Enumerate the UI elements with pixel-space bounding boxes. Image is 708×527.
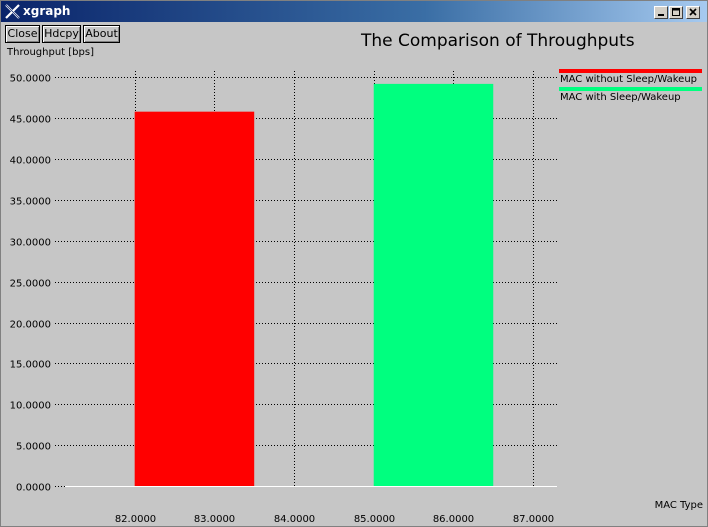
x-logo-icon [5,4,20,19]
close-button[interactable]: Close [5,25,40,43]
y-tick-label: 10.0000 [10,401,51,412]
x-tick-label: 83.0000 [194,514,235,525]
y-tick-label: 20.0000 [10,320,51,331]
bars [134,83,494,486]
y-tick-label: 30.0000 [10,238,51,249]
legend-label-2: MAC with Sleep/Wakeup [560,92,681,103]
x-tick-labels: 82.0000 83.0000 84.0000 85.0000 86.0000 87.00… [115,514,554,525]
minimize-icon [658,14,664,16]
about-button[interactable]: About [83,25,120,43]
y-tick-label: 45.0000 [10,115,51,126]
y-tick-label: 15.0000 [10,360,51,371]
legend-label-1: MAC without Sleep/Wakeup [560,74,697,85]
minimize-button[interactable] [654,6,668,19]
bar-2 [373,83,494,486]
x-tick-label: 82.0000 [115,514,156,525]
y-tick-label: 25.0000 [10,279,51,290]
legend-swatch-2 [559,87,702,91]
maximize-icon [672,8,680,16]
legend: MAC without Sleep/Wakeup MAC with Sleep/W… [559,69,702,103]
bar-1 [134,111,255,486]
x-tick-label: 86.0000 [433,514,474,525]
chart-title: The Comparison of Throughputs [361,31,635,51]
y-tick-label: 5.0000 [16,442,51,453]
x-tick-label: 85.0000 [354,514,395,525]
window-title: xgraph [23,4,71,18]
window-close-button[interactable] [686,6,700,19]
legend-swatch-1 [559,69,702,73]
x-tick-label: 84.0000 [274,514,315,525]
y-tick-label: 50.0000 [10,74,51,85]
y-tick-label: 40.0000 [10,156,51,167]
x-tick-label: 87.0000 [513,514,554,525]
title-bar[interactable]: xgraph [1,1,707,22]
y-tick-label: 35.0000 [10,197,51,208]
x-axis-label: MAC Type [654,500,703,511]
maximize-button[interactable] [669,6,683,19]
y-tick-labels: 0.0000 5.0000 10.0000 15.0000 20.0000 25.0000… [10,74,51,494]
y-axis-label: Throughput [bps] [7,47,94,58]
hdcpy-button[interactable]: Hdcpy [42,25,81,43]
y-tick-label: 0.0000 [16,483,51,494]
close-icon [689,8,697,16]
